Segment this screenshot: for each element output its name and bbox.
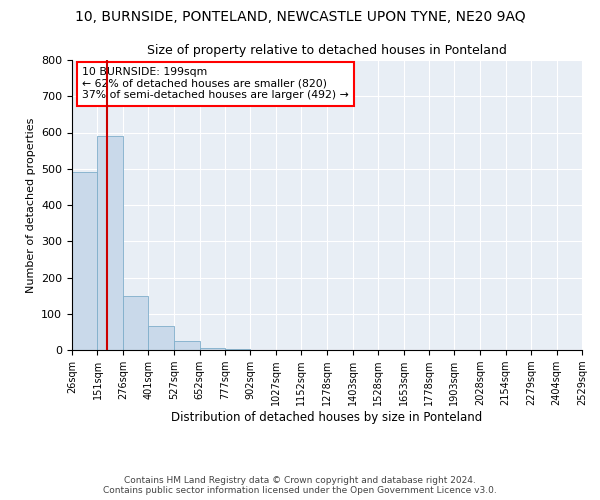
X-axis label: Distribution of detached houses by size in Ponteland: Distribution of detached houses by size … — [172, 411, 482, 424]
Text: 10, BURNSIDE, PONTELAND, NEWCASTLE UPON TYNE, NE20 9AQ: 10, BURNSIDE, PONTELAND, NEWCASTLE UPON … — [74, 10, 526, 24]
Y-axis label: Number of detached properties: Number of detached properties — [26, 118, 35, 292]
Bar — [97, 136, 123, 350]
Bar — [148, 326, 174, 350]
Text: Contains HM Land Registry data © Crown copyright and database right 2024.
Contai: Contains HM Land Registry data © Crown c… — [103, 476, 497, 495]
Title: Size of property relative to detached houses in Ponteland: Size of property relative to detached ho… — [147, 44, 507, 58]
Bar — [123, 296, 148, 350]
Bar — [200, 348, 225, 350]
Text: 10 BURNSIDE: 199sqm
← 62% of detached houses are smaller (820)
37% of semi-detac: 10 BURNSIDE: 199sqm ← 62% of detached ho… — [82, 67, 349, 100]
Bar — [174, 341, 200, 350]
Bar — [72, 172, 97, 350]
